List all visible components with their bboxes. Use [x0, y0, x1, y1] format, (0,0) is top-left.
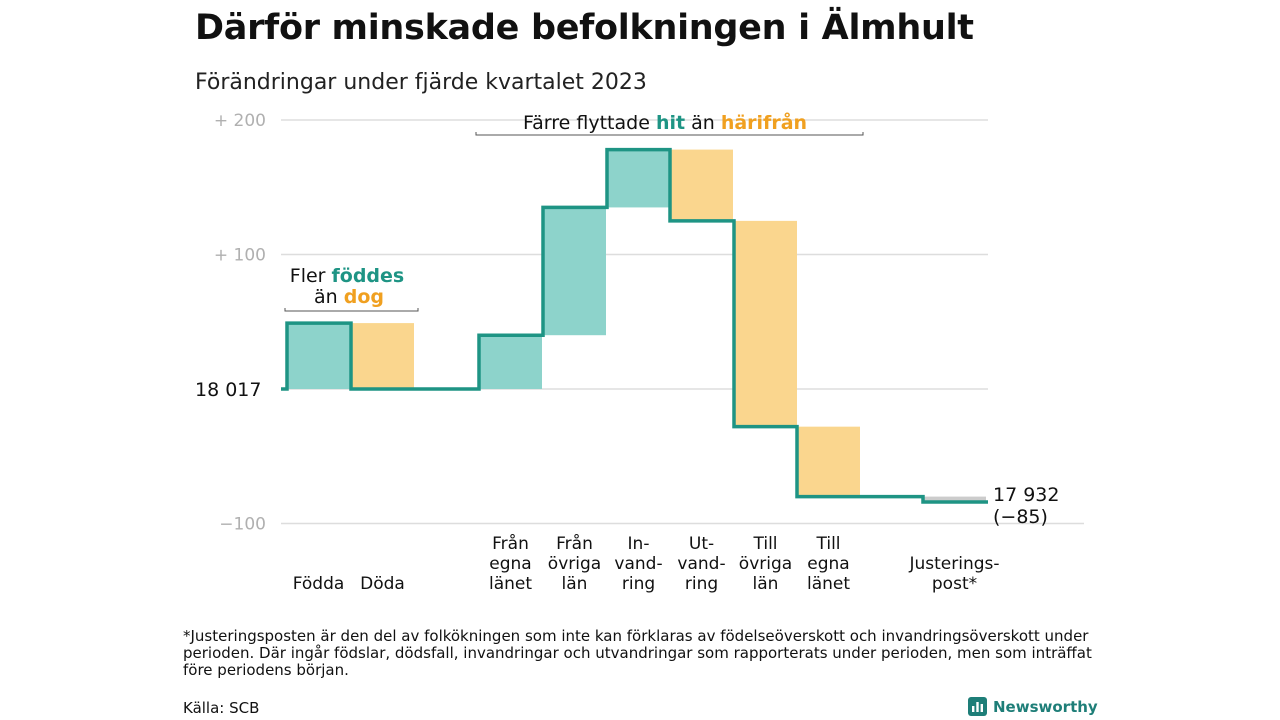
category-label: vand-: [614, 554, 662, 574]
category-label: egna: [489, 554, 531, 574]
category-label: Till: [815, 534, 840, 554]
waterfall-bar: [287, 323, 350, 389]
category-label: Födda: [293, 574, 345, 594]
waterfall-bar: [479, 335, 542, 389]
source-label: Källa: SCB: [183, 699, 260, 717]
category-label: post*: [932, 574, 977, 594]
category-label: Från: [556, 533, 593, 554]
start-value-label: 18 017: [195, 379, 261, 401]
waterfall-bar: [797, 426, 860, 497]
waterfall-bar: [351, 323, 414, 389]
footnote: *Justeringsposten är den del av folkökni…: [183, 627, 1092, 679]
annotation-deaths: än dog: [314, 286, 384, 308]
waterfall-bar: [607, 149, 670, 208]
y-tick-label: + 200: [214, 111, 266, 131]
category-label: Döda: [360, 574, 405, 594]
category-label: egna: [807, 554, 849, 574]
y-tick-label: + 100: [214, 246, 266, 266]
waterfall-bar: [543, 207, 606, 336]
category-label: ring: [685, 574, 718, 594]
category-label: län: [753, 574, 779, 594]
category-label: län: [562, 574, 588, 594]
waterfall-bar: [923, 496, 986, 502]
category-label: övriga: [739, 554, 792, 574]
waterfall-bar: [670, 149, 733, 221]
category-label: Ut-: [689, 534, 714, 554]
brand-logo: Newsworthy: [968, 697, 1098, 716]
category-label: övriga: [548, 554, 601, 574]
category-label: vand-: [677, 554, 725, 574]
chart-subtitle: Förändringar under fjärde kvartalet 2023: [195, 70, 647, 95]
cumulative-step-line: [281, 147, 988, 504]
category-label: Till: [752, 534, 777, 554]
end-value-label: 17 932: [993, 484, 1059, 506]
waterfall-bar: [734, 220, 797, 427]
category-label: Från: [492, 533, 529, 554]
category-label: ring: [622, 574, 655, 594]
category-label: länet: [489, 574, 532, 594]
annotation-bracket: [284, 308, 419, 312]
brand-name: Newsworthy: [993, 697, 1098, 716]
newsworthy-logo-icon: [968, 697, 987, 716]
change-value-label: (−85): [993, 506, 1048, 528]
category-label: Justerings-: [908, 554, 999, 574]
annotation-bracket: [475, 132, 864, 136]
chart-title: Därför minskade befolkningen i Älmhult: [195, 8, 974, 48]
category-label: In-: [628, 534, 650, 554]
annotation-migration: Färre flyttade hit än härifrån: [523, 110, 807, 134]
annotation-births: Fler föddes: [290, 265, 404, 287]
category-label: länet: [807, 574, 850, 594]
y-tick-label: −100: [219, 515, 266, 535]
